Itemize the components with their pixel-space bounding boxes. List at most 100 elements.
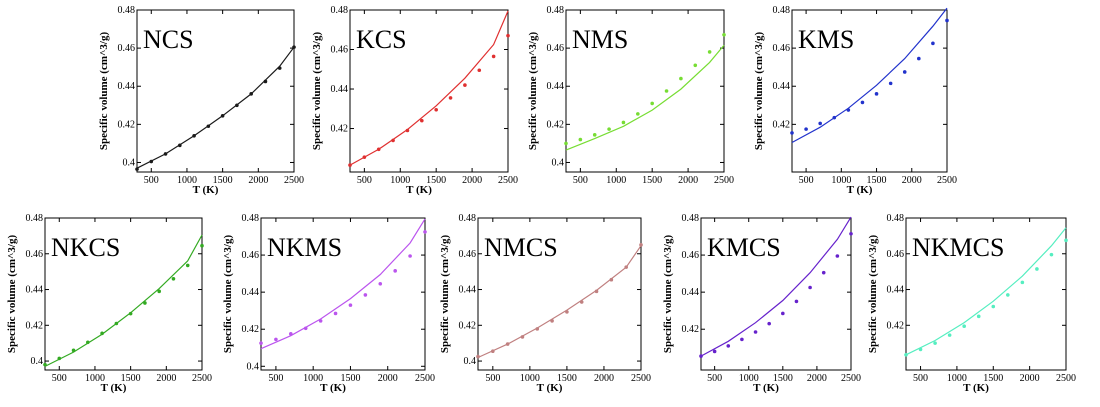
- data-point: [1020, 280, 1025, 285]
- y-axis-label: Specific volume (cm^3/g): [222, 235, 234, 354]
- x-tick-label: 2500: [1056, 373, 1076, 384]
- plot-frame: [905, 217, 1067, 371]
- x-tick-label: 1000: [739, 373, 759, 384]
- x-tick-label: 500: [799, 175, 814, 186]
- y-tick-label: 0.48: [118, 5, 136, 16]
- plot-frame: [349, 9, 509, 173]
- fit-line: [791, 7, 948, 144]
- x-axis-label: T (K): [847, 184, 873, 196]
- x-axis-label: T (K): [101, 382, 127, 394]
- data-point: [408, 254, 412, 258]
- data-point: [650, 101, 654, 106]
- panel-title: KMS: [798, 25, 854, 54]
- data-point: [679, 76, 683, 81]
- fit-line: [349, 10, 509, 166]
- x-tick-label: 2000: [807, 373, 827, 384]
- x-tick-label: 2000: [678, 175, 698, 186]
- plot-frame: [700, 217, 852, 371]
- data-point: [991, 304, 996, 309]
- x-tick-label: 1000: [303, 373, 323, 384]
- y-tick-label: 0.4: [247, 361, 260, 372]
- y-axis-label: Specific volume (cm^3/g): [867, 235, 879, 354]
- panel-nkmcs: 500 1000 1500 2000 2500 0.42 0.44 0.46 0.48 T (K)…: [867, 213, 1076, 394]
- x-tick-label: 500: [268, 373, 283, 384]
- data-point: [448, 96, 453, 100]
- data-point: [767, 321, 771, 326]
- y-tick-label: 0.48: [887, 213, 905, 224]
- x-tick-label: 1000: [831, 175, 851, 186]
- data-point: [902, 70, 907, 74]
- x-axis-label: T (K): [753, 382, 779, 394]
- panel-title: KMCS: [707, 233, 781, 262]
- panel-nkms: 500 1000 1500 2000 2500 0.4 0.42 0.44 0.46 0.48 T …: [222, 213, 435, 394]
- fit-line: [905, 227, 1067, 356]
- y-tick-label: 0.46: [331, 45, 349, 56]
- data-point: [790, 131, 794, 135]
- data-point: [423, 230, 427, 234]
- data-point: [664, 89, 669, 93]
- y-axis-label: Specific volume (cm^3/g): [753, 32, 765, 151]
- data-point: [931, 41, 935, 46]
- y-tick-label: 0.46: [682, 250, 700, 261]
- data-point: [621, 120, 626, 125]
- y-tick-label: 0.48: [682, 213, 700, 224]
- y-tick-label: 0.42: [26, 320, 44, 331]
- data-point: [434, 107, 438, 112]
- y-tick-label: 0.42: [331, 124, 349, 135]
- y-tick-label: 0.42: [547, 119, 565, 130]
- y-tick-label: 0.4: [464, 356, 477, 367]
- y-tick-label: 0.42: [887, 320, 905, 331]
- x-tick-label: 1500: [773, 373, 793, 384]
- y-tick-label: 0.48: [773, 5, 791, 16]
- data-point: [378, 282, 383, 286]
- panel-title: NMS: [572, 25, 628, 54]
- panel-title: NKMS: [267, 233, 342, 262]
- data-point: [607, 127, 611, 131]
- y-axis-label: Specific volume (cm^3/g): [311, 32, 323, 151]
- fit-line: [136, 46, 295, 169]
- y-tick-label: 0.44: [547, 81, 565, 92]
- data-point: [707, 50, 712, 54]
- y-tick-label: 0.44: [118, 81, 136, 92]
- data-point: [1035, 267, 1039, 271]
- data-point: [348, 303, 353, 307]
- x-tick-label: 1500: [867, 175, 887, 186]
- x-tick-label: 1500: [121, 373, 141, 384]
- plot-frame: [44, 217, 203, 371]
- data-point: [722, 32, 726, 37]
- data-point: [945, 18, 949, 23]
- x-tick-label: 500: [913, 373, 928, 384]
- data-point: [849, 231, 853, 236]
- data-point: [835, 254, 840, 258]
- data-point: [157, 289, 161, 294]
- data-point: [564, 141, 568, 146]
- data-point: [592, 133, 597, 137]
- fit-line: [565, 44, 725, 151]
- y-tick-label: 0.48: [547, 5, 565, 16]
- y-axis-label: Specific volume (cm^3/g): [527, 32, 539, 151]
- fit-line: [260, 218, 426, 350]
- panel-kmcs: 500 1000 1500 2000 2500 0.42 0.44 0.46 0.48 T (K)…: [662, 213, 861, 394]
- panel-kms: 500 1000 1500 2000 2500 0.42 0.44 0.46 0.48 T (K)…: [753, 5, 957, 196]
- x-axis-label: T (K): [193, 184, 219, 196]
- x-tick-label: 2000: [1020, 373, 1040, 384]
- y-tick-label: 0.4: [552, 157, 565, 168]
- x-tick-label: 1000: [947, 373, 967, 384]
- x-tick-label: 500: [573, 175, 588, 186]
- y-axis-label: Specific volume (cm^3/g): [98, 32, 110, 151]
- data-point: [933, 341, 937, 345]
- x-tick-label: 2000: [248, 175, 268, 186]
- x-tick-label: 1500: [557, 373, 577, 384]
- y-tick-label: 0.44: [887, 285, 905, 296]
- data-point: [917, 56, 921, 61]
- y-tick-label: 0.46: [773, 43, 791, 54]
- x-tick-label: 1000: [606, 175, 626, 186]
- y-tick-label: 0.48: [331, 5, 349, 16]
- x-tick-label: 2500: [498, 175, 518, 186]
- data-point: [363, 293, 368, 297]
- data-point: [185, 263, 190, 268]
- y-tick-label: 0.46: [26, 249, 44, 260]
- data-point: [506, 33, 510, 38]
- data-point: [821, 270, 826, 275]
